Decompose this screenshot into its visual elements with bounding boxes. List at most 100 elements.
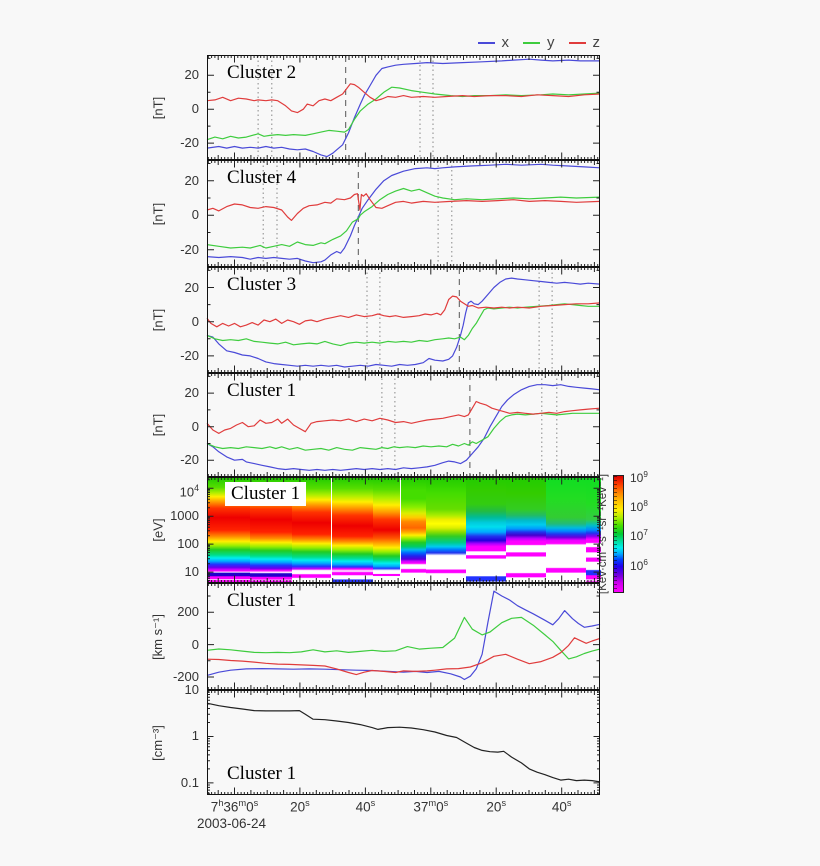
panel-frame bbox=[207, 690, 600, 795]
y-axis-unit-bfield-c1: [nT] bbox=[150, 413, 166, 437]
spectrogram-column bbox=[373, 478, 401, 582]
panel-bfield-c4: Cluster 4 20 0 -20 [nT] bbox=[151, 160, 601, 267]
axis-ticks bbox=[207, 583, 600, 690]
spectrogram-column bbox=[331, 478, 373, 582]
y-tick-label: -20 bbox=[180, 241, 199, 257]
y-tick-label: 20 bbox=[184, 279, 199, 295]
y-axis-unit-bfield-c2: [nT] bbox=[150, 96, 166, 119]
series-line-x bbox=[206, 384, 601, 471]
series-line-n bbox=[206, 702, 601, 783]
panel-bfield-c3: Cluster 3 20 0 -20 [nT] bbox=[151, 267, 601, 373]
panel-title-bfield-c2: Cluster 2 bbox=[227, 62, 297, 83]
y-tick-label: -200 bbox=[172, 669, 199, 685]
axis-ticks bbox=[207, 373, 600, 477]
series-line-x bbox=[206, 58, 600, 158]
colorbar-tick-label: 106 bbox=[630, 558, 648, 573]
panel-frame bbox=[207, 373, 600, 477]
panel-title-vel-c1: Cluster 1 bbox=[227, 590, 297, 611]
legend-item-z: z bbox=[568, 34, 601, 51]
x-tick-label: 20s bbox=[290, 798, 310, 815]
panel-frame bbox=[207, 267, 600, 373]
series-line-y bbox=[206, 412, 600, 451]
y-tick-label: 10 bbox=[184, 682, 199, 697]
y-tick-label: -20 bbox=[180, 135, 199, 151]
y-tick-label: 0 bbox=[191, 636, 199, 652]
panel-plot-vel-c1 bbox=[206, 583, 601, 690]
colorbar: [Kev·cm⁻²s⁻¹sr⁻¹Kev⁻¹] 109 108 107 106 bbox=[597, 470, 648, 594]
x-tick-label: 20s bbox=[486, 798, 507, 815]
panel-plot-spec-c1 bbox=[207, 477, 600, 583]
panel-bfield-c2: Cluster 2 20 0 -20 [nT] bbox=[151, 55, 601, 160]
y-tick-label: 1000 bbox=[170, 508, 199, 524]
series-line-z bbox=[206, 637, 601, 676]
series-line-y bbox=[206, 616, 601, 660]
series-line-z bbox=[206, 295, 601, 328]
colorbar-ticks bbox=[614, 476, 617, 592]
legend-x-dash-icon bbox=[477, 41, 495, 44]
y-tick-label: 20 bbox=[184, 172, 199, 188]
axis-ticks bbox=[207, 267, 600, 373]
panel-spec-c1: Cluster 1 104 1000 100 10 [eV] bbox=[151, 477, 601, 583]
series-line-x bbox=[206, 277, 601, 368]
y-tick-label: 200 bbox=[177, 604, 199, 620]
x-tick-label: 40s bbox=[551, 798, 572, 815]
axis-ticks bbox=[207, 477, 600, 583]
panel-dens-c1: Cluster 1 10 1 0.1 [cm⁻³] bbox=[150, 682, 601, 795]
panel-plot-bfield-c2 bbox=[206, 55, 601, 160]
y-axis-unit-bfield-c4: [nT] bbox=[150, 202, 166, 225]
colorbar-tick-label: 107 bbox=[630, 528, 648, 543]
y-tick-label: 104 bbox=[179, 483, 199, 500]
legend-z-label: z bbox=[592, 34, 601, 51]
y-tick-label: 10 bbox=[184, 564, 199, 580]
legend-z-dash-icon bbox=[568, 41, 586, 44]
axis-ticks bbox=[207, 160, 600, 267]
panel-plot-bfield-c1 bbox=[206, 373, 601, 477]
panel-plot-bfield-c3 bbox=[206, 267, 601, 373]
series-line-x bbox=[206, 163, 601, 264]
y-tick-label: 1 bbox=[191, 728, 199, 744]
y-axis-unit-dens-c1: [cm⁻³] bbox=[150, 724, 165, 761]
legend-y-dash-icon bbox=[523, 41, 540, 44]
y-tick-label: -20 bbox=[180, 452, 199, 468]
panel-plot-bfield-c4 bbox=[206, 160, 601, 267]
panel-frame bbox=[207, 55, 600, 160]
axis-ticks bbox=[207, 690, 600, 795]
series-line-z bbox=[206, 193, 601, 222]
panel-vel-c1: Cluster 1 200 0 -200 [km s⁻¹] bbox=[150, 583, 601, 690]
series-line-z bbox=[206, 83, 601, 114]
spectrogram-column bbox=[545, 478, 586, 582]
panel-title-bfield-c1: Cluster 1 bbox=[227, 380, 297, 401]
x-tick-label: 7h36m0s bbox=[210, 798, 259, 815]
y-tick-label: 20 bbox=[184, 67, 199, 83]
spectrogram-column bbox=[505, 478, 546, 582]
axis-ticks bbox=[207, 55, 600, 160]
series-line-z bbox=[206, 400, 601, 435]
colorbar-tick-label: 109 bbox=[630, 470, 648, 485]
colorbar-unit-label: [Kev·cm⁻²s⁻¹sr⁻¹Kev⁻¹] bbox=[597, 473, 609, 595]
spectrogram-column bbox=[400, 478, 426, 582]
y-tick-label: 0.1 bbox=[180, 774, 199, 790]
spectrogram-column bbox=[586, 478, 601, 582]
legend-y-label: y bbox=[547, 34, 555, 51]
panel-title-bfield-c3: Cluster 3 bbox=[227, 274, 297, 295]
legend: x y z bbox=[207, 34, 600, 51]
y-tick-label: -20 bbox=[180, 347, 199, 363]
y-tick-label: 0 bbox=[191, 313, 199, 329]
y-axis-unit-spec-c1: [eV] bbox=[150, 518, 166, 542]
y-tick-label: 20 bbox=[184, 385, 199, 401]
colorbar-tick-label: 108 bbox=[630, 499, 648, 514]
y-tick-label: 0 bbox=[191, 101, 199, 117]
panel-title-spec-c1: Cluster 1 bbox=[225, 482, 307, 506]
x-tick-label: 40s bbox=[355, 798, 376, 815]
y-axis-unit-vel-c1: [km s⁻¹] bbox=[150, 613, 165, 660]
series-line-x bbox=[206, 590, 601, 681]
panel-frame bbox=[207, 160, 600, 267]
panel-frame bbox=[207, 477, 600, 583]
colorbar-gradient bbox=[613, 475, 624, 593]
panel-title-dens-c1: Cluster 1 bbox=[227, 763, 297, 784]
y-tick-label: 100 bbox=[177, 536, 199, 552]
spectrogram-column bbox=[426, 478, 466, 582]
colorbar-unit-wrap: [Kev·cm⁻²s⁻¹sr⁻¹Kev⁻¹] bbox=[596, 469, 609, 599]
